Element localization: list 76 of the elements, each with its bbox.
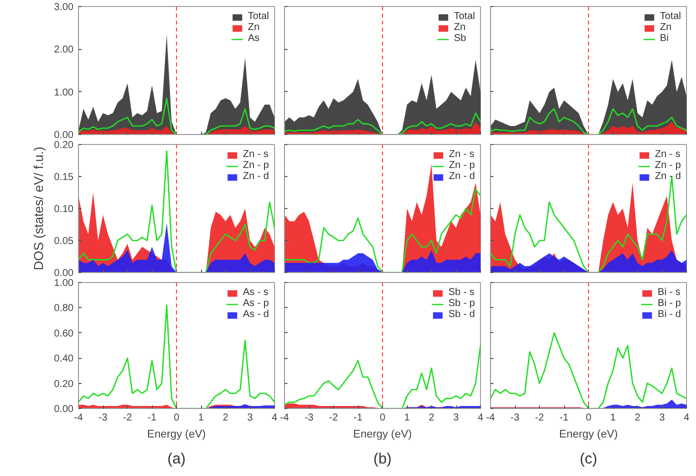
x-tick-label: -2 xyxy=(329,412,338,424)
x-tick-label: -3 xyxy=(510,412,520,424)
legend-label: Zn - p xyxy=(654,160,681,171)
x-tick-label: 0 xyxy=(380,412,386,424)
legend-label: Total xyxy=(660,11,681,22)
x-tick-label: 2 xyxy=(428,412,435,424)
x-tick-label: -1 xyxy=(560,412,569,424)
x-tick-label: 1 xyxy=(404,412,410,424)
x-tick-label: 4 xyxy=(272,412,278,424)
x-tick-label: -3 xyxy=(304,412,314,424)
legend-label: Zn - d xyxy=(242,171,269,182)
y-tick-label: 0.60 xyxy=(54,328,74,340)
y-tick-label: 0.00 xyxy=(54,268,74,279)
x-tick-label: 0 xyxy=(586,412,592,424)
y-tick-label: 0.00 xyxy=(54,130,74,141)
legend-label: Bi xyxy=(660,33,670,44)
legend-label: Bi - s xyxy=(658,287,680,298)
y-tick-label: 0.20 xyxy=(54,378,74,390)
legend-label: As xyxy=(248,33,261,44)
x-axis-title: Energy (eV) xyxy=(353,428,412,440)
text: (c) xyxy=(580,450,598,468)
x-axis-title: Energy (eV) xyxy=(559,428,618,440)
x-tick-label: -3 xyxy=(98,412,108,424)
x-tick-label: -4 xyxy=(486,412,496,424)
y-axis-title: DOS (states/ eV/ f.u.) xyxy=(31,146,46,270)
legend-label: Zn - d xyxy=(448,171,475,182)
y-tick-label: 0.15 xyxy=(54,172,74,183)
legend-label: Zn - d xyxy=(654,171,681,182)
y-tick-label: 1.00 xyxy=(54,87,74,98)
x-axis-title: Energy (eV) xyxy=(147,428,206,440)
x-tick-label: 1 xyxy=(610,412,616,424)
x-tick-label: 4 xyxy=(684,412,690,424)
x-tick-label: -4 xyxy=(280,412,290,424)
y-tick-label: 0.20 xyxy=(54,140,74,151)
y-tick-label: 0.00 xyxy=(54,404,74,415)
x-tick-label: -4 xyxy=(74,412,84,424)
legend-label: Zn - s xyxy=(448,149,474,160)
legend-label: Zn - p xyxy=(448,160,475,171)
legend-label: As - p xyxy=(242,298,269,309)
y-tick-label: 2.00 xyxy=(54,44,74,56)
legend-label: Zn xyxy=(660,22,673,33)
x-tick-label: 3 xyxy=(659,412,666,424)
legend-label: As - s xyxy=(242,287,268,298)
legend-label: Zn - s xyxy=(242,149,268,160)
x-tick-label: -2 xyxy=(123,412,132,424)
legend-label: Total xyxy=(454,11,475,22)
y-tick-label: 0.80 xyxy=(54,303,74,314)
x-tick-label: 0 xyxy=(174,412,180,424)
y-tick-label: 3.00 xyxy=(54,2,74,13)
legend-label: Zn - p xyxy=(242,160,269,171)
text: (b) xyxy=(373,450,392,468)
legend-label: Bi - p xyxy=(658,298,681,309)
x-tick-label: -1 xyxy=(148,412,157,424)
legend-label: Zn xyxy=(454,22,467,33)
x-tick-label: 3 xyxy=(453,412,460,424)
x-tick-label: 2 xyxy=(634,412,641,424)
y-tick-label: 0.05 xyxy=(54,236,74,247)
x-tick-label: 3 xyxy=(247,412,254,424)
legend-label: Sb - d xyxy=(448,309,475,320)
legend-label: Sb xyxy=(454,33,468,44)
y-tick-label: 0.10 xyxy=(54,204,74,215)
x-tick-label: 2 xyxy=(222,412,229,424)
legend-label: Bi - d xyxy=(658,309,681,320)
y-tick-label: 0.40 xyxy=(54,354,74,365)
x-tick-label: -1 xyxy=(354,412,363,424)
legend-label: Zn xyxy=(248,22,261,33)
legend-label: Zn - s xyxy=(654,149,680,160)
x-tick-label: -2 xyxy=(535,412,544,424)
legend-label: Sb - s xyxy=(448,287,474,298)
x-tick-label: 4 xyxy=(478,412,484,424)
legend-label: Sb - p xyxy=(448,298,475,309)
legend-label: Total xyxy=(248,11,269,22)
x-tick-label: 1 xyxy=(198,412,204,424)
legend-label: As - d xyxy=(242,309,269,320)
y-tick-label: 1.00 xyxy=(54,278,74,289)
text: (a) xyxy=(167,450,186,468)
